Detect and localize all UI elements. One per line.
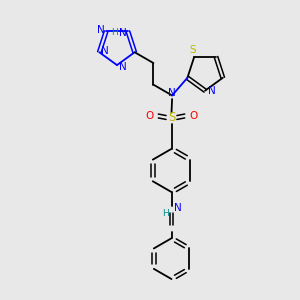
Text: N: N	[168, 88, 176, 98]
Text: N: N	[101, 46, 109, 56]
Text: S: S	[168, 111, 175, 124]
Text: O: O	[189, 111, 197, 122]
Text: O: O	[146, 111, 154, 122]
Text: N: N	[208, 85, 216, 96]
Text: N: N	[119, 28, 126, 38]
Text: N: N	[97, 25, 104, 35]
Text: N: N	[174, 203, 182, 213]
Text: H: H	[111, 28, 118, 38]
Text: N: N	[119, 61, 127, 72]
Text: H: H	[162, 209, 169, 218]
Text: S: S	[189, 45, 196, 56]
